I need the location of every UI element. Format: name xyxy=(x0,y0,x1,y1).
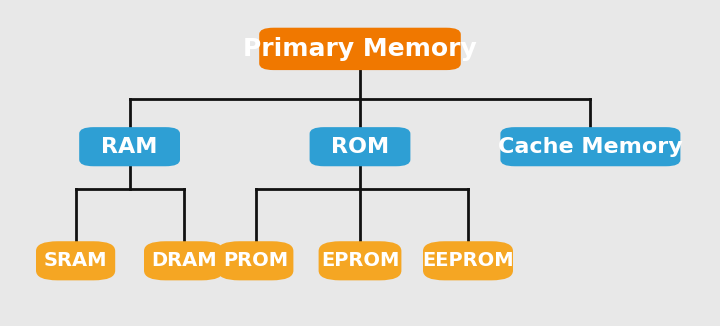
FancyBboxPatch shape xyxy=(217,241,294,280)
Text: PROM: PROM xyxy=(223,251,288,270)
FancyBboxPatch shape xyxy=(310,127,410,166)
Text: Primary Memory: Primary Memory xyxy=(243,37,477,61)
Text: ROM: ROM xyxy=(331,137,389,157)
FancyBboxPatch shape xyxy=(144,241,223,280)
Text: Cache Memory: Cache Memory xyxy=(498,137,683,157)
Text: DRAM: DRAM xyxy=(150,251,217,270)
FancyBboxPatch shape xyxy=(423,241,513,280)
FancyBboxPatch shape xyxy=(259,28,461,70)
FancyBboxPatch shape xyxy=(319,241,402,280)
FancyBboxPatch shape xyxy=(500,127,680,166)
Text: EEPROM: EEPROM xyxy=(422,251,514,270)
Text: SRAM: SRAM xyxy=(44,251,107,270)
Text: EPROM: EPROM xyxy=(321,251,399,270)
FancyBboxPatch shape xyxy=(79,127,180,166)
FancyBboxPatch shape xyxy=(36,241,115,280)
Text: RAM: RAM xyxy=(102,137,158,157)
